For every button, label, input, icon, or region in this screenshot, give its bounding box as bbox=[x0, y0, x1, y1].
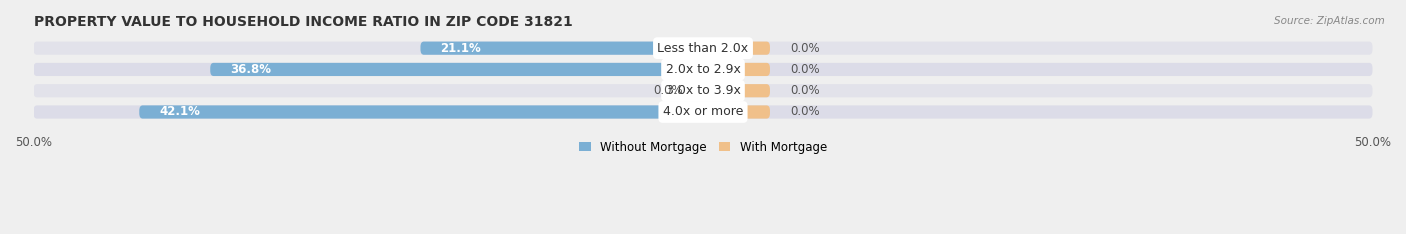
FancyBboxPatch shape bbox=[139, 105, 703, 119]
FancyBboxPatch shape bbox=[211, 63, 703, 76]
Text: 36.8%: 36.8% bbox=[231, 63, 271, 76]
Text: 3.0x to 3.9x: 3.0x to 3.9x bbox=[665, 84, 741, 97]
FancyBboxPatch shape bbox=[34, 105, 1372, 119]
Legend: Without Mortgage, With Mortgage: Without Mortgage, With Mortgage bbox=[574, 136, 832, 158]
FancyBboxPatch shape bbox=[703, 63, 770, 76]
Text: 42.1%: 42.1% bbox=[159, 106, 200, 118]
FancyBboxPatch shape bbox=[703, 42, 770, 55]
Text: 21.1%: 21.1% bbox=[440, 42, 481, 55]
Text: Source: ZipAtlas.com: Source: ZipAtlas.com bbox=[1274, 16, 1385, 26]
FancyBboxPatch shape bbox=[703, 105, 770, 119]
Text: 0.0%: 0.0% bbox=[790, 106, 820, 118]
FancyBboxPatch shape bbox=[703, 84, 770, 97]
Text: 0.0%: 0.0% bbox=[654, 84, 683, 97]
Text: 4.0x or more: 4.0x or more bbox=[662, 106, 744, 118]
FancyBboxPatch shape bbox=[34, 84, 1372, 97]
Text: PROPERTY VALUE TO HOUSEHOLD INCOME RATIO IN ZIP CODE 31821: PROPERTY VALUE TO HOUSEHOLD INCOME RATIO… bbox=[34, 15, 572, 29]
Text: 0.0%: 0.0% bbox=[790, 42, 820, 55]
Text: 2.0x to 2.9x: 2.0x to 2.9x bbox=[665, 63, 741, 76]
Text: 0.0%: 0.0% bbox=[790, 84, 820, 97]
FancyBboxPatch shape bbox=[34, 63, 1372, 76]
Text: Less than 2.0x: Less than 2.0x bbox=[658, 42, 748, 55]
Text: 0.0%: 0.0% bbox=[790, 63, 820, 76]
FancyBboxPatch shape bbox=[34, 42, 1372, 55]
FancyBboxPatch shape bbox=[420, 42, 703, 55]
